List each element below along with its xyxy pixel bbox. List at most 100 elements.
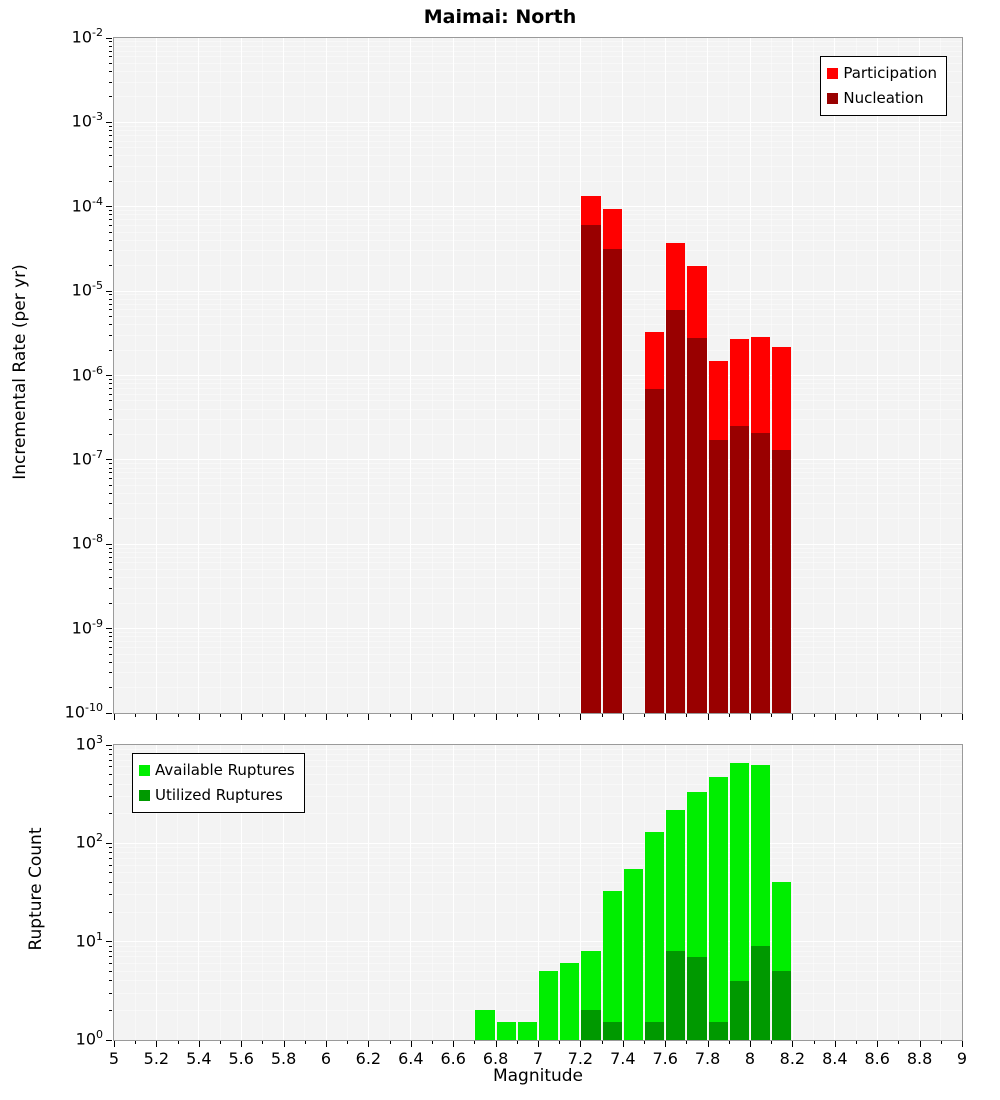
x-axis-tick — [389, 714, 391, 717]
bar-utilized-ruptures — [687, 956, 707, 1040]
y-axis-tick — [109, 748, 112, 750]
gridline — [114, 881, 962, 883]
y-axis-label-rate: Incremental Rate (per yr) — [10, 264, 30, 480]
y-axis-tick — [109, 433, 112, 435]
y-axis-tick — [109, 265, 112, 267]
gridline — [114, 894, 962, 896]
gridline — [495, 745, 497, 1040]
gridline — [537, 745, 539, 1040]
x-axis-tick — [665, 1041, 667, 1047]
gridline — [114, 478, 962, 480]
legend-label: Utilized Ruptures — [155, 785, 283, 804]
y-axis-tick — [106, 206, 112, 208]
x-axis-tick — [432, 1041, 433, 1044]
gridline — [114, 551, 962, 553]
gridline — [114, 672, 962, 674]
y-axis-tick — [109, 324, 112, 326]
gridline — [791, 745, 793, 1040]
x-axis-tick — [283, 1041, 285, 1047]
y-axis-tick — [109, 881, 112, 883]
gridline — [114, 631, 962, 633]
y-axis-tick — [109, 911, 112, 913]
x-axis-tick — [220, 1041, 221, 1044]
gridline — [114, 484, 962, 486]
y-axis-tick — [109, 463, 112, 465]
y-axis-tick — [109, 980, 112, 982]
bar-nucleation — [602, 248, 622, 713]
x-axis-tick — [198, 1041, 200, 1047]
count-legend: Available Ruptures Utilized Ruptures — [132, 753, 305, 813]
gridline — [114, 134, 962, 136]
y-axis-tick — [109, 962, 112, 964]
gridline — [114, 349, 962, 351]
x-axis-tick — [898, 1041, 900, 1044]
gridline — [114, 636, 962, 638]
gridline — [240, 745, 242, 1040]
y-axis-tick — [109, 945, 112, 947]
x-axis-tick — [389, 1041, 391, 1044]
x-axis-tick — [580, 714, 582, 720]
y-axis-tick — [109, 478, 112, 480]
y-axis-tick — [109, 894, 112, 896]
gridline — [114, 950, 962, 952]
gridline — [643, 745, 645, 1040]
x-axis-tick — [410, 1041, 412, 1047]
y-axis-tick — [109, 858, 112, 860]
y-axis-tick — [106, 375, 112, 376]
gridline — [114, 147, 962, 149]
gridline — [114, 180, 962, 182]
gridline — [114, 96, 962, 98]
gridline — [114, 503, 962, 505]
y-axis-tick — [109, 852, 112, 854]
y-axis-tick — [106, 37, 112, 39]
x-axis-tick — [940, 714, 942, 717]
y-tick-label: 102 — [75, 831, 103, 852]
x-axis-tick — [368, 1041, 370, 1047]
x-axis-tick — [538, 1041, 539, 1047]
bar-utilized-ruptures — [708, 1022, 728, 1040]
gridline — [114, 783, 962, 785]
gridline — [114, 562, 962, 564]
gridline — [114, 1009, 962, 1011]
gridline — [114, 774, 962, 776]
y-axis-tick — [109, 239, 112, 241]
gridline — [728, 745, 730, 1040]
gridline — [622, 745, 624, 1040]
y-tick-label: 10-8 — [71, 532, 103, 553]
gridline — [452, 745, 454, 1040]
gridline — [114, 130, 962, 132]
x-axis-tick — [856, 714, 857, 717]
y-axis-tick — [109, 774, 112, 776]
gridline — [664, 745, 666, 1040]
x-axis-tick — [580, 1041, 582, 1047]
x-axis-tick — [622, 1041, 624, 1047]
gridline — [473, 745, 475, 1040]
legend-label: Nucleation — [843, 88, 924, 107]
y-axis-tick — [109, 518, 112, 520]
y-axis-tick — [109, 393, 112, 395]
gridline — [114, 602, 962, 604]
gridline — [114, 378, 962, 380]
gridline — [114, 759, 962, 761]
gridline — [114, 433, 962, 435]
x-axis-tick — [728, 1041, 730, 1044]
gridline — [601, 745, 603, 1040]
x-tick-label: 7 — [532, 1049, 544, 1068]
bar-available-ruptures — [560, 963, 580, 1040]
gridline — [410, 745, 412, 1040]
x-axis-tick — [262, 1041, 264, 1044]
gridline — [114, 569, 962, 571]
gridline — [707, 745, 709, 1040]
x-axis-tick — [601, 714, 603, 717]
gridline — [114, 388, 962, 390]
legend-entry-participation: Participation — [827, 61, 937, 86]
y-axis-tick — [109, 298, 112, 300]
y-axis-tick — [106, 459, 112, 461]
x-axis-tick — [559, 714, 561, 717]
y-axis-tick — [109, 1009, 112, 1011]
y-axis-tick — [109, 81, 112, 83]
y-axis-tick — [109, 400, 112, 402]
y-axis-tick — [109, 316, 112, 318]
x-axis-tick — [304, 1041, 306, 1044]
x-axis-tick — [241, 1041, 243, 1047]
